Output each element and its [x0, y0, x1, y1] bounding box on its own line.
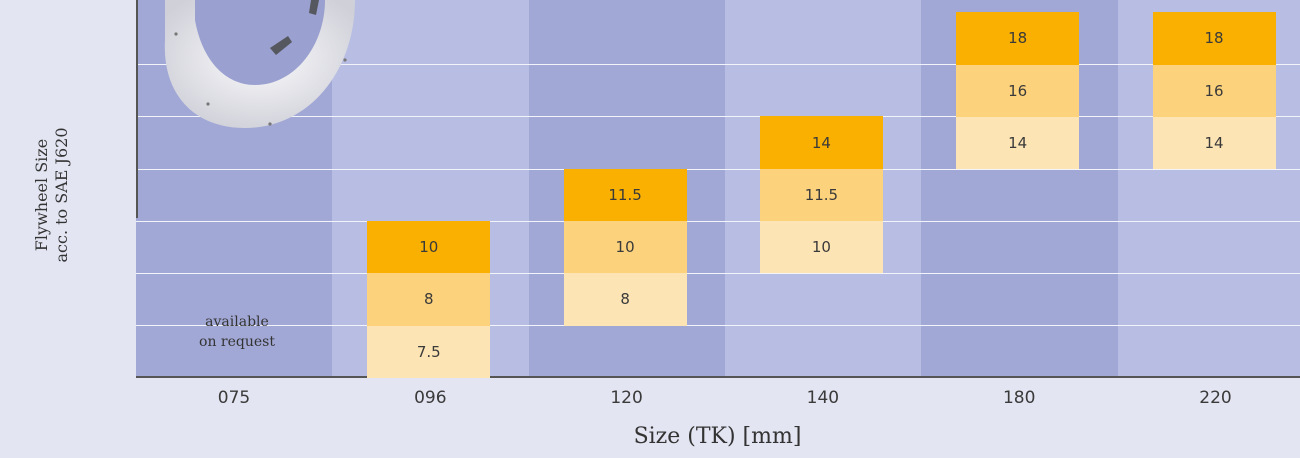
note-line-2: on request [199, 334, 275, 350]
cell-180-16: 16 [956, 64, 1080, 117]
grid-line [136, 116, 1300, 118]
cell-120-11-5: 11.5 [563, 168, 687, 222]
cell-120-8: 8 [563, 273, 687, 326]
cell-180-18: 18 [956, 12, 1080, 65]
x-axis-title: Size (TK) [mm] [633, 424, 802, 449]
grid-line [136, 64, 1300, 66]
flywheel-icon [164, 0, 355, 128]
cell-140-10: 10 [759, 220, 883, 274]
cell-120-10: 10 [563, 220, 687, 274]
cell-220-18: 18 [1152, 12, 1276, 65]
cell-096-7-5: 7.5 [367, 325, 491, 378]
y-axis-title-line-2: acc. to SAE J620 [52, 127, 71, 263]
cell-140-14: 14 [759, 116, 883, 170]
y-axis-title: Flywheel Size acc. to SAE J620 [32, 65, 72, 325]
cell-180-14: 14 [956, 116, 1080, 170]
x-axis-line [136, 376, 1300, 378]
note-line-1: available [205, 314, 269, 330]
grid-line [136, 168, 1300, 170]
grid-line [136, 325, 1300, 327]
cell-140-11-5: 11.5 [759, 168, 883, 222]
available-on-request-note: available on request [157, 312, 317, 352]
x-tick-label-220: 220 [1199, 388, 1232, 408]
cell-096-10: 10 [367, 220, 491, 274]
y-axis-title-line-1: Flywheel Size [32, 138, 51, 252]
grid-line [136, 220, 1300, 222]
x-tick-label-120: 120 [610, 388, 643, 408]
x-tick-label-096: 096 [414, 388, 447, 408]
x-tick-label-180: 180 [1002, 388, 1036, 408]
cell-220-14: 14 [1152, 116, 1276, 170]
cell-096-8: 8 [367, 273, 491, 326]
x-tick-label-140: 140 [806, 388, 840, 408]
grid-line [136, 273, 1300, 274]
y-axis-line [136, 0, 138, 218]
cell-220-16: 16 [1152, 64, 1276, 117]
x-tick-label-075: 075 [217, 388, 251, 408]
